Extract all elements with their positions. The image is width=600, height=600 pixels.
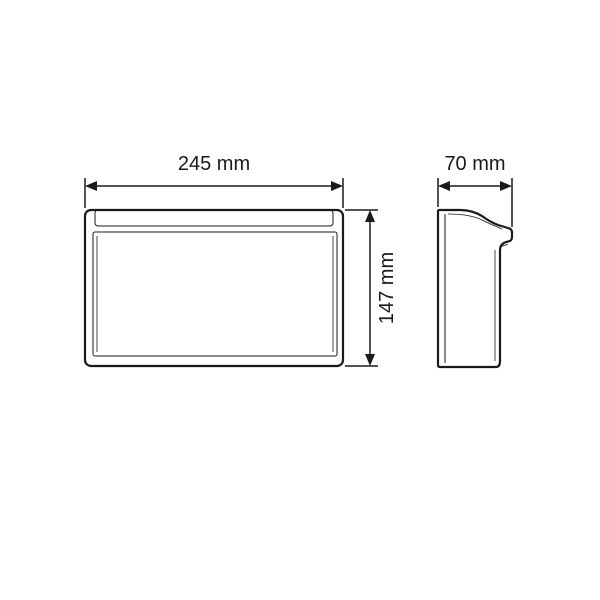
front-inner-panel [93, 232, 337, 356]
dimension-diagram: 245 mm 147 mm 70 mm [0, 0, 600, 600]
side-inner-top-curve [448, 214, 502, 229]
dim-height-label: 147 mm [376, 252, 398, 324]
front-outer-rect [85, 210, 343, 366]
dim-depth: 70 mm [438, 153, 512, 227]
dim-width-label: 245 mm [178, 153, 250, 175]
side-view [438, 210, 512, 367]
dim-width: 245 mm [85, 153, 343, 208]
front-top-lip [95, 210, 333, 226]
front-view [85, 210, 343, 366]
side-profile-outline [438, 210, 512, 367]
dim-depth-label: 70 mm [444, 153, 505, 175]
dim-height: 147 mm [345, 210, 398, 366]
